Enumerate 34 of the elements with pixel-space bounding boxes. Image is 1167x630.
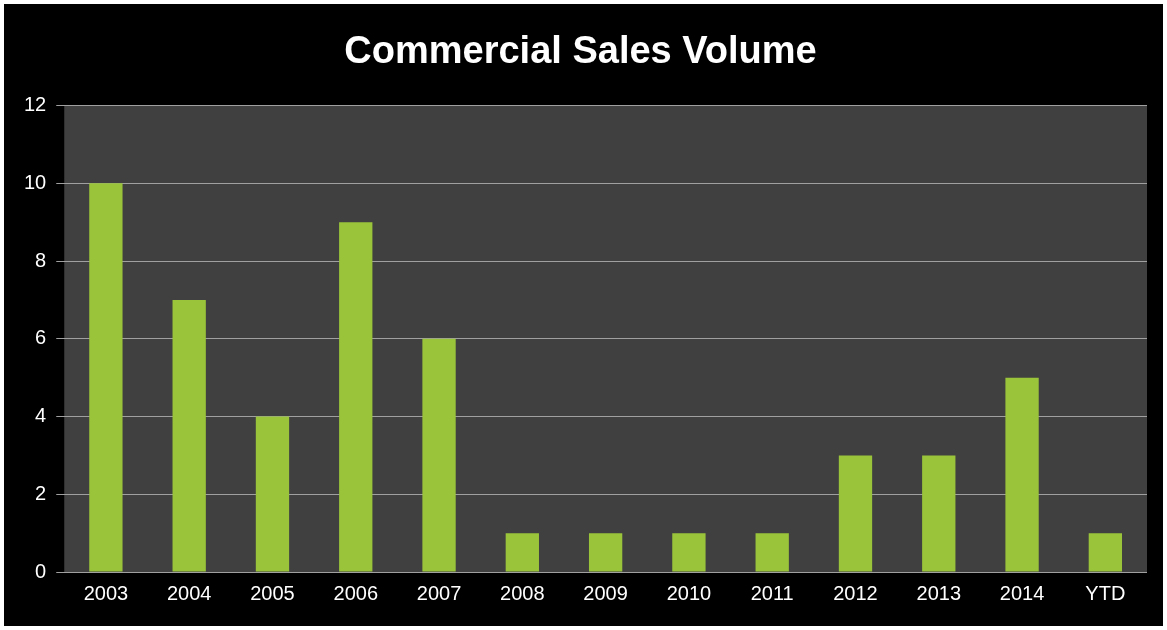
bar: [922, 455, 956, 572]
bar: [1088, 533, 1123, 572]
x-tick-label: 2010: [666, 581, 712, 604]
bar: [1005, 377, 1039, 572]
x-tick-label: 2011: [750, 581, 794, 604]
y-tick-label: 8: [35, 248, 47, 271]
y-tick-label: 12: [24, 93, 47, 116]
x-tick-label: 2004: [166, 581, 212, 604]
bar: [89, 183, 123, 572]
y-tick-label: 2: [35, 481, 47, 504]
x-tick-label: YTD: [1085, 581, 1126, 604]
bar: [339, 222, 373, 572]
bar: [672, 533, 706, 572]
bar: [755, 533, 789, 572]
y-tick-label: 6: [35, 326, 47, 349]
y-tick-label: 10: [24, 170, 47, 193]
x-tick-label: 2006: [333, 581, 379, 604]
bar: [172, 299, 206, 572]
x-tick-label: 2013: [916, 581, 962, 604]
chart-title: Commercial Sales Volume: [344, 29, 817, 72]
x-tick-label: 2014: [999, 581, 1045, 604]
bar: [838, 455, 873, 572]
y-tick-label: 0: [35, 559, 47, 582]
x-tick-label: 2008: [500, 581, 545, 604]
bar: [255, 416, 290, 572]
bar: [588, 533, 623, 572]
bar: [422, 338, 456, 572]
x-tick-label: 2012: [833, 581, 878, 604]
y-tick-label: 4: [35, 404, 47, 427]
x-tick-label: 2003: [83, 581, 129, 604]
x-tick-label: 2005: [250, 581, 295, 604]
x-tick-label: 2007: [416, 581, 462, 604]
bar: [505, 533, 539, 572]
x-tick-label: 2009: [583, 581, 628, 604]
